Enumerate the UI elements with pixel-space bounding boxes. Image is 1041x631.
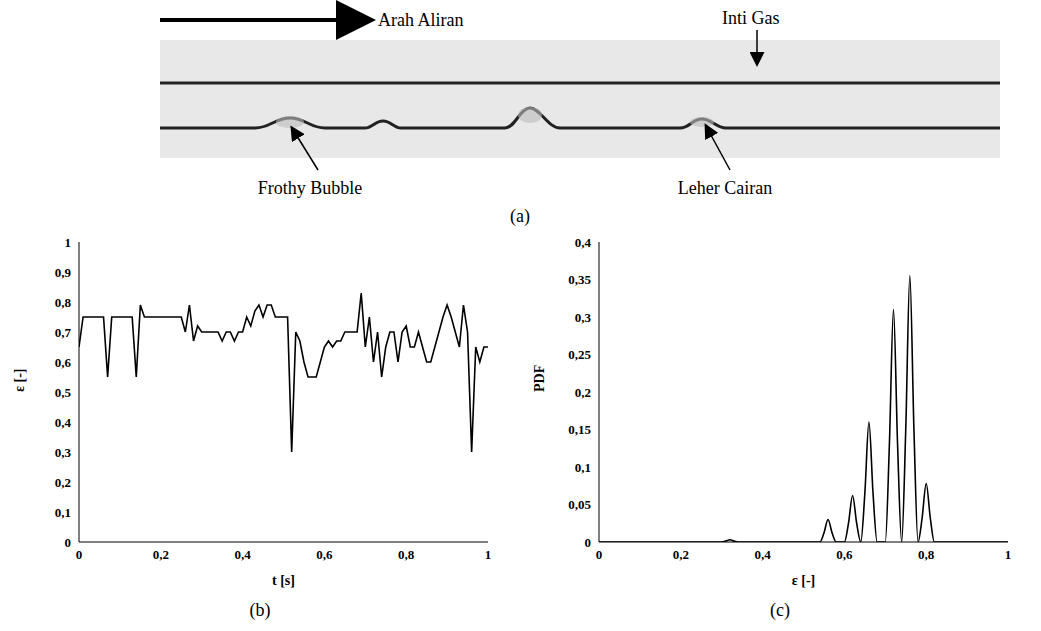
- svg-text:0,2: 0,2: [575, 385, 591, 400]
- svg-text:ε [-]: ε [-]: [12, 369, 27, 392]
- svg-text:1: 1: [1005, 547, 1012, 562]
- svg-text:Inti Gas: Inti Gas: [722, 8, 780, 28]
- svg-text:1: 1: [65, 235, 72, 250]
- svg-text:0,4: 0,4: [575, 235, 592, 250]
- svg-text:0,6: 0,6: [316, 547, 333, 562]
- svg-text:0: 0: [65, 535, 72, 550]
- svg-text:Arah Aliran: Arah Aliran: [378, 10, 463, 30]
- svg-text:Leher Cairan: Leher Cairan: [678, 178, 772, 198]
- svg-text:ε [-]: ε [-]: [792, 573, 815, 588]
- svg-text:0,6: 0,6: [836, 547, 853, 562]
- svg-text:0,6: 0,6: [55, 355, 72, 370]
- svg-text:0,2: 0,2: [673, 547, 689, 562]
- svg-text:0,4: 0,4: [234, 547, 251, 562]
- html-text:(c): (c): [770, 600, 790, 620]
- svg-text:0,25: 0,25: [568, 347, 591, 362]
- html-text:(b): (b): [249, 600, 271, 620]
- svg-text:0,3: 0,3: [55, 445, 72, 460]
- svg-text:0,4: 0,4: [754, 547, 771, 562]
- svg-text:0,2: 0,2: [55, 475, 71, 490]
- svg-text:0: 0: [76, 547, 83, 562]
- svg-text:0,1: 0,1: [55, 505, 71, 520]
- svg-text:t [s]: t [s]: [272, 573, 295, 588]
- svg-text:0,05: 0,05: [568, 497, 591, 512]
- svg-text:0,7: 0,7: [55, 325, 72, 340]
- svg-text:0,8: 0,8: [55, 295, 72, 310]
- svg-text:0,15: 0,15: [568, 422, 591, 437]
- svg-text:(a): (a): [510, 206, 530, 227]
- svg-text:0,2: 0,2: [153, 547, 169, 562]
- svg-text:0: 0: [585, 535, 592, 550]
- svg-text:Frothy Bubble: Frothy Bubble: [258, 178, 363, 198]
- svg-text:0: 0: [596, 547, 603, 562]
- svg-text:0,8: 0,8: [918, 547, 935, 562]
- svg-text:1: 1: [485, 547, 492, 562]
- svg-text:0,1: 0,1: [575, 460, 591, 475]
- svg-text:0,4: 0,4: [55, 415, 72, 430]
- svg-text:0,35: 0,35: [568, 272, 591, 287]
- svg-text:0,9: 0,9: [55, 265, 72, 280]
- svg-text:0,3: 0,3: [575, 310, 592, 325]
- svg-text:0,8: 0,8: [398, 547, 415, 562]
- svg-text:0,5: 0,5: [55, 385, 72, 400]
- svg-text:PDF: PDF: [532, 365, 547, 392]
